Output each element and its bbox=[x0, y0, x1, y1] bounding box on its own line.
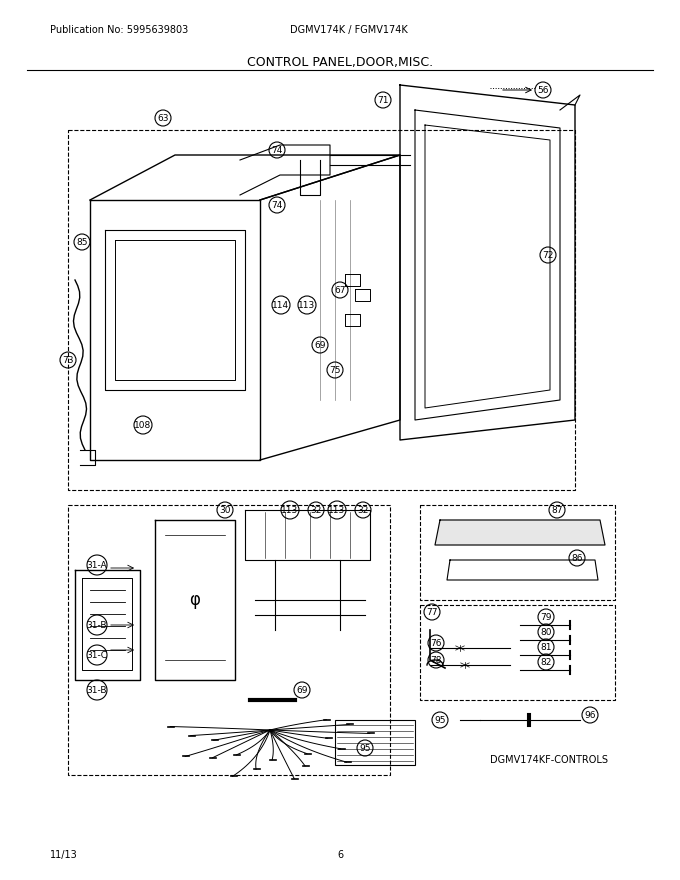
Text: 32: 32 bbox=[357, 505, 369, 515]
Text: 81: 81 bbox=[540, 642, 551, 651]
Text: 11/13: 11/13 bbox=[50, 850, 78, 860]
Text: 32: 32 bbox=[310, 505, 322, 515]
Text: 67: 67 bbox=[335, 285, 345, 295]
Text: 69: 69 bbox=[296, 686, 308, 694]
Text: 31-B: 31-B bbox=[87, 620, 107, 629]
Text: 71: 71 bbox=[377, 96, 389, 105]
Polygon shape bbox=[435, 520, 605, 545]
Text: 96: 96 bbox=[584, 710, 596, 720]
Text: 77: 77 bbox=[426, 607, 438, 617]
Text: 78: 78 bbox=[430, 656, 442, 664]
Text: 31-C: 31-C bbox=[86, 650, 107, 659]
Text: 74: 74 bbox=[271, 201, 283, 209]
Text: 113: 113 bbox=[299, 300, 316, 310]
Text: 79: 79 bbox=[540, 612, 551, 621]
Text: CONTROL PANEL,DOOR,MISC.: CONTROL PANEL,DOOR,MISC. bbox=[247, 55, 433, 69]
Text: 114: 114 bbox=[273, 300, 290, 310]
Text: 73: 73 bbox=[63, 356, 73, 364]
Text: 30: 30 bbox=[219, 505, 231, 515]
Text: 108: 108 bbox=[135, 421, 152, 429]
Text: DGMV174KF-CONTROLS: DGMV174KF-CONTROLS bbox=[490, 755, 608, 765]
Text: 74: 74 bbox=[271, 145, 283, 155]
Text: 113: 113 bbox=[282, 505, 299, 515]
Bar bbox=[335, 720, 415, 765]
Text: 76: 76 bbox=[430, 639, 442, 648]
Text: 82: 82 bbox=[541, 657, 551, 666]
Text: 69: 69 bbox=[314, 341, 326, 349]
Text: 63: 63 bbox=[157, 114, 169, 122]
Text: 86: 86 bbox=[571, 554, 583, 562]
Text: 75: 75 bbox=[329, 365, 341, 375]
Text: 113: 113 bbox=[328, 505, 345, 515]
Text: 87: 87 bbox=[551, 505, 563, 515]
Text: 31-B: 31-B bbox=[87, 686, 107, 694]
Text: 95: 95 bbox=[435, 715, 446, 724]
Text: 6: 6 bbox=[337, 850, 343, 860]
Text: 72: 72 bbox=[543, 251, 554, 260]
Text: 95: 95 bbox=[359, 744, 371, 752]
Text: Publication No: 5995639803: Publication No: 5995639803 bbox=[50, 25, 188, 35]
Text: 31-A: 31-A bbox=[86, 561, 107, 569]
Text: 80: 80 bbox=[540, 627, 551, 636]
Text: φ: φ bbox=[190, 591, 201, 609]
Text: 85: 85 bbox=[76, 238, 88, 246]
Text: DGMV174K / FGMV174K: DGMV174K / FGMV174K bbox=[290, 25, 408, 35]
Text: 56: 56 bbox=[537, 85, 549, 94]
